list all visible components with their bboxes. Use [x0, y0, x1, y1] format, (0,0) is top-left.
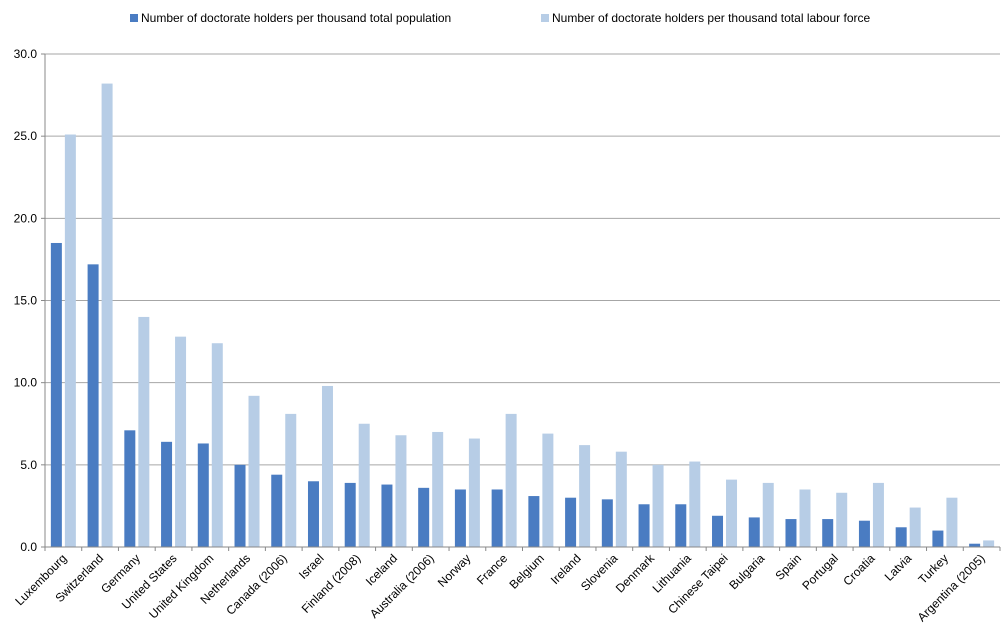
bar-labour-force [285, 413, 297, 547]
axes [44, 54, 1001, 551]
bar-labour-force [432, 431, 444, 547]
bar-labour-force [542, 433, 554, 547]
bar-population [87, 264, 99, 547]
bar-population [344, 482, 356, 547]
x-category-label: Portugal [799, 551, 841, 593]
bar-labour-force [468, 438, 480, 547]
bar-population [454, 489, 466, 547]
bar-population [307, 481, 319, 547]
bar-population [932, 530, 944, 547]
x-category-label: Belgium [506, 551, 547, 592]
bar-labour-force [762, 482, 774, 547]
legend-label-population: Number of doctorate holders per thousand… [141, 11, 451, 25]
bar-population [712, 515, 724, 547]
bar-population [528, 496, 540, 547]
legend-swatch-population [130, 14, 138, 22]
bar-population [381, 484, 393, 547]
bar-labour-force [138, 316, 150, 547]
x-category-label: Latvia [882, 551, 915, 584]
x-category-label: Denmark [613, 551, 658, 596]
bar-labour-force [836, 492, 848, 547]
bar-labour-force [211, 343, 223, 547]
x-category-label: United Kingdom [146, 551, 216, 621]
bar-labour-force [799, 489, 811, 547]
y-tick-label: 5.0 [20, 458, 37, 472]
y-tick-label: 25.0 [14, 129, 38, 143]
bar-population [785, 519, 797, 547]
bar-labour-force [101, 83, 113, 547]
bar-labour-force [615, 451, 627, 547]
bar-population [675, 504, 687, 547]
x-category-label: Australia (2006) [367, 551, 437, 621]
bars [50, 83, 995, 548]
bar-labour-force [358, 423, 370, 547]
legend-swatch-labour-force [541, 14, 549, 22]
y-tick-label: 20.0 [14, 211, 38, 225]
x-category-label: Bulgaria [726, 551, 767, 592]
bar-labour-force [248, 395, 260, 547]
legend: Number of doctorate holders per thousand… [130, 11, 871, 25]
x-category-label: Turkey [916, 551, 952, 587]
bar-labour-force [652, 464, 664, 547]
bar-population [748, 517, 760, 547]
bar-population [197, 443, 209, 547]
bar-population [234, 464, 246, 547]
y-tick-label: 15.0 [14, 294, 38, 308]
y-tick-label: 0.0 [20, 540, 37, 554]
x-category-label: Argentina (2005) [915, 551, 988, 624]
bar-population [565, 497, 577, 547]
bar-population [50, 242, 62, 547]
x-category-label: Norway [435, 551, 474, 590]
bar-labour-force [689, 461, 701, 547]
bar-population [124, 430, 136, 547]
bar-labour-force [175, 336, 187, 547]
bar-labour-force [321, 385, 333, 547]
bar-population [858, 520, 870, 547]
bar-labour-force [872, 482, 884, 547]
bar-population [601, 499, 613, 547]
bar-population [895, 527, 907, 547]
x-category-label: Spain [772, 551, 804, 583]
y-tick-label: 30.0 [14, 47, 38, 61]
x-category-label: Israel [296, 551, 327, 582]
bar-population [271, 474, 283, 547]
bar-population [418, 487, 430, 547]
bar-labour-force [983, 540, 995, 547]
bar-labour-force [579, 445, 591, 547]
bar-population [822, 519, 834, 547]
y-tick-label: 10.0 [14, 376, 38, 390]
bar-labour-force [946, 497, 958, 547]
grid-lines [45, 53, 1000, 466]
bar-labour-force [64, 134, 76, 548]
bar-labour-force [505, 413, 517, 547]
x-category-label: France [474, 551, 511, 588]
bar-labour-force [395, 435, 407, 547]
x-category-label: Croatia [840, 551, 877, 588]
bar-labour-force [726, 479, 738, 547]
legend-label-labour-force: Number of doctorate holders per thousand… [552, 11, 871, 25]
bar-population [161, 441, 173, 547]
y-axis-ticks: 0.0 5.0 10.0 15.0 20.0 25.0 30.0 [14, 47, 45, 554]
x-category-label: Ireland [548, 551, 584, 587]
bar-labour-force [909, 507, 921, 547]
bar-population [491, 489, 503, 547]
bar-population [638, 504, 650, 547]
bar-population [969, 543, 981, 547]
